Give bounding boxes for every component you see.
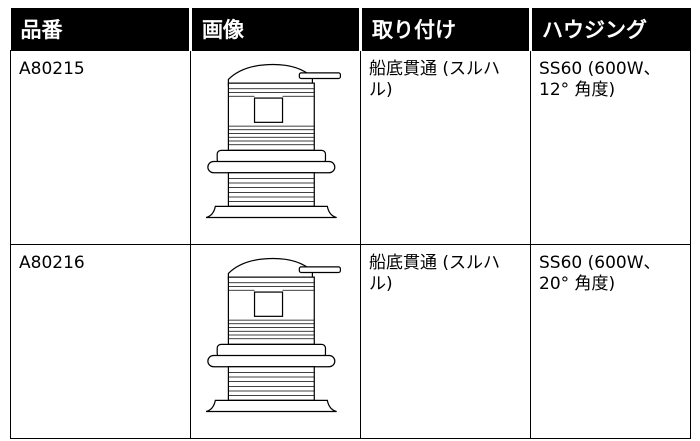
table-header: 品番 画像 取り付け ハウジング [10, 8, 691, 51]
header-cell: 品番 [10, 8, 191, 51]
transducer-image [206, 57, 346, 225]
part-number: A80215 [10, 50, 191, 245]
part-number: A80216 [10, 244, 191, 439]
housing: SS60 (600W、12° 角度) [530, 50, 691, 245]
mounting: 船底貫通 (スルハル) [360, 244, 531, 439]
image-cell [190, 50, 361, 245]
header-cell: ハウジング [529, 8, 691, 51]
table-row: A80216 船底貫通 (スルハル) SS60 (600W、20° 角度) [10, 244, 691, 439]
housing: SS60 (600W、20° 角度) [530, 244, 691, 439]
header-cell: 画像 [189, 8, 361, 51]
image-cell [190, 244, 361, 439]
table-body: A80215 船底貫通 (スルハル) SS60 (600W、12° 角度) A8… [10, 50, 691, 439]
transducer-image [206, 251, 346, 419]
mounting: 船底貫通 (スルハル) [360, 50, 531, 245]
table-row: A80215 船底貫通 (スルハル) SS60 (600W、12° 角度) [10, 50, 691, 245]
spec-table: 品番 画像 取り付け ハウジング A80215 船底貫通 (スルハル) SS60… [10, 8, 691, 439]
header-cell: 取り付け [359, 8, 531, 51]
header-row: 品番 画像 取り付け ハウジング [10, 8, 691, 51]
